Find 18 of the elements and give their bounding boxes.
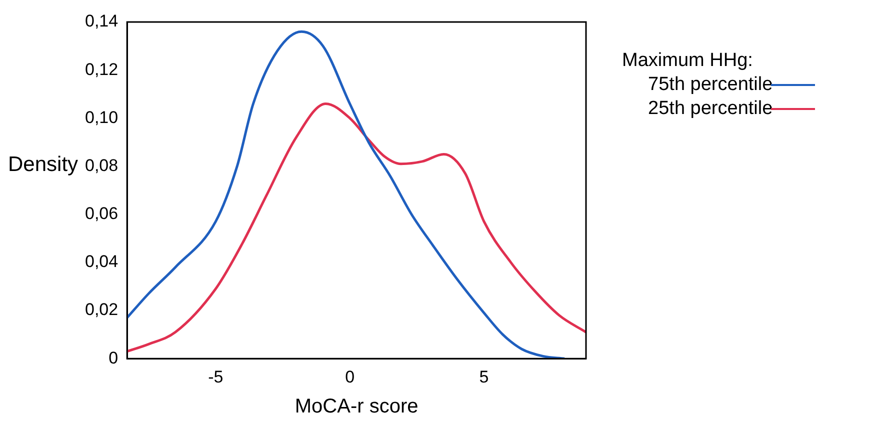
- y-tick-label: 0,08: [85, 156, 118, 175]
- y-tick-label: 0,10: [85, 108, 118, 127]
- y-tick-label: 0,12: [85, 60, 118, 79]
- y-tick-label: 0,04: [85, 252, 118, 272]
- y-axis-title: Density: [8, 153, 78, 177]
- y-tick-label: 0,02: [85, 300, 118, 320]
- y-tick-label: 0: [108, 348, 118, 368]
- y-tick-label: 0,14: [85, 12, 118, 31]
- legend-label: 25th percentile: [648, 98, 773, 120]
- legend-label: 75th percentile: [648, 74, 773, 96]
- legend-title: Maximum HHg:: [622, 50, 754, 72]
- x-axis-title: MoCA-r score: [294, 396, 418, 418]
- x-tick-label: -5: [208, 367, 224, 386]
- line-series: [127, 30, 566, 359]
- line-series: [127, 102, 586, 353]
- y-tick-label: 0,06: [85, 204, 118, 224]
- x-tick-label: 5: [479, 367, 489, 386]
- x-tick-label: 0: [345, 367, 355, 386]
